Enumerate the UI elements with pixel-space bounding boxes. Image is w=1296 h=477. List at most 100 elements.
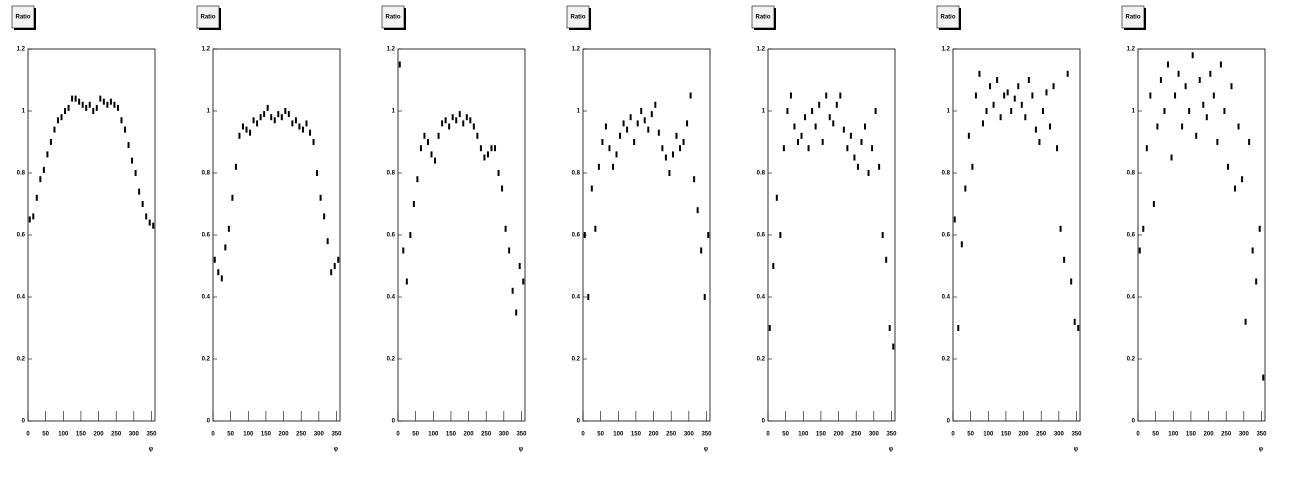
- x-tick-label: 300: [1239, 432, 1250, 438]
- x-tick-label: 100: [798, 432, 809, 438]
- data-point: [99, 95, 102, 102]
- y-tick-label: 0.2: [387, 357, 396, 363]
- plot-frame: [767, 48, 896, 422]
- data-point: [134, 170, 137, 176]
- x-axis-label: φ: [334, 447, 339, 453]
- data-point: [409, 232, 412, 238]
- data-point: [1248, 139, 1251, 145]
- y-tick-label: 0.8: [17, 171, 26, 177]
- x-tick-label: 150: [446, 432, 457, 438]
- data-point: [1052, 83, 1055, 90]
- x-tick-label: 50: [227, 432, 234, 438]
- data-point: [996, 77, 999, 83]
- x-tick-label: 300: [499, 432, 510, 438]
- x-tick-label: 250: [1221, 432, 1232, 438]
- data-point: [978, 70, 981, 77]
- data-point: [1077, 325, 1080, 331]
- y-tick-label: 1: [577, 109, 581, 115]
- data-point: [316, 170, 319, 176]
- data-point: [796, 139, 799, 145]
- data-point: [405, 278, 408, 285]
- data-point: [333, 263, 336, 269]
- y-tick-label: 1.2: [202, 47, 211, 53]
- x-tick-label: 200: [834, 432, 845, 438]
- data-point: [608, 145, 611, 152]
- y-tick-label: 0.4: [942, 295, 951, 301]
- chart-title: Ratio: [386, 15, 401, 21]
- data-point: [234, 163, 237, 170]
- y-tick-label: 1: [947, 109, 951, 115]
- data-point: [590, 185, 593, 192]
- data-point: [682, 139, 685, 145]
- data-point: [402, 247, 405, 254]
- x-tick-label: 50: [412, 432, 419, 438]
- data-point: [508, 247, 511, 254]
- data-point: [213, 256, 216, 263]
- y-tick-label: 0.8: [387, 171, 396, 177]
- data-point: [622, 120, 625, 127]
- data-point: [811, 108, 814, 114]
- data-point: [284, 108, 287, 114]
- data-point: [689, 92, 692, 99]
- x-tick-label: 200: [94, 432, 105, 438]
- data-point: [1223, 108, 1226, 114]
- x-axis-label: φ: [149, 447, 154, 453]
- data-point: [53, 126, 56, 133]
- y-tick-label: 0.6: [1127, 233, 1136, 239]
- y-tick-label: 0.6: [387, 233, 396, 239]
- data-point: [458, 111, 461, 118]
- y-tick-label: 1: [207, 109, 211, 115]
- x-tick-label: 300: [314, 432, 325, 438]
- data-point: [39, 176, 42, 183]
- data-point: [821, 139, 824, 145]
- data-point: [60, 114, 63, 121]
- x-tick-label: 150: [631, 432, 642, 438]
- x-tick-label: 200: [649, 432, 660, 438]
- data-point: [1181, 123, 1184, 130]
- data-point: [501, 185, 504, 192]
- data-point: [1244, 318, 1247, 325]
- data-point: [1152, 201, 1155, 207]
- data-point: [277, 111, 280, 118]
- data-point: [330, 269, 333, 276]
- data-point: [462, 120, 465, 127]
- data-point: [522, 278, 525, 285]
- y-tick-label: 1.2: [757, 47, 766, 53]
- data-point: [960, 241, 963, 248]
- data-point: [1255, 278, 1258, 285]
- data-point: [957, 325, 960, 331]
- data-point: [636, 120, 639, 127]
- data-point: [490, 145, 493, 152]
- x-tick-label: 250: [111, 432, 122, 438]
- title-box: [381, 5, 405, 29]
- data-point: [640, 108, 643, 114]
- data-point: [1219, 61, 1222, 68]
- plot-frame: [397, 48, 526, 422]
- data-point: [1063, 256, 1066, 263]
- data-point: [319, 194, 322, 201]
- x-tick-label: 350: [701, 432, 712, 438]
- x-axis-label: φ: [1259, 447, 1264, 453]
- data-point: [1006, 89, 1009, 96]
- y-tick-label: 0.2: [572, 357, 581, 363]
- data-point: [1188, 108, 1191, 114]
- x-tick-label: 300: [129, 432, 140, 438]
- y-tick-label: 0.4: [757, 295, 766, 301]
- data-point: [259, 114, 262, 121]
- x-tick-label: 200: [279, 432, 290, 438]
- x-tick-label: 0: [396, 432, 400, 438]
- data-point: [1226, 163, 1229, 170]
- data-point: [1056, 145, 1059, 152]
- data-point: [654, 101, 657, 108]
- y-tick-label: 0: [1132, 419, 1136, 425]
- x-tick-label: 350: [1256, 432, 1267, 438]
- data-point: [131, 157, 134, 164]
- data-point: [1163, 108, 1166, 114]
- data-point: [675, 132, 678, 139]
- y-tick-label: 1: [762, 109, 766, 115]
- y-tick-label: 1.2: [387, 47, 396, 53]
- y-tick-label: 0.4: [1127, 295, 1136, 301]
- data-point: [686, 120, 689, 127]
- data-point: [273, 117, 276, 124]
- x-tick-label: 250: [296, 432, 307, 438]
